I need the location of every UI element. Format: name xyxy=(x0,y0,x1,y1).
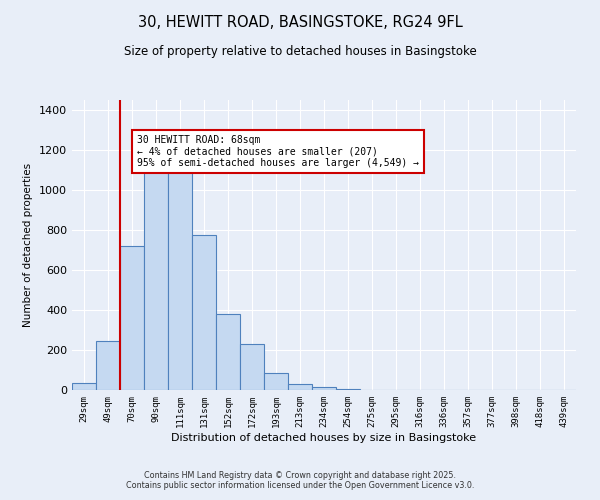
Bar xyxy=(168,164,192,390)
Bar xyxy=(240,344,264,390)
Text: 30 HEWITT ROAD: 68sqm
← 4% of detached houses are smaller (207)
95% of semi-deta: 30 HEWITT ROAD: 68sqm ← 4% of detached h… xyxy=(137,135,419,168)
Bar xyxy=(264,373,288,390)
Text: Size of property relative to detached houses in Basingstoke: Size of property relative to detached ho… xyxy=(124,45,476,58)
Bar xyxy=(120,246,144,390)
Bar xyxy=(96,341,120,390)
Text: 30, HEWITT ROAD, BASINGSTOKE, RG24 9FL: 30, HEWITT ROAD, BASINGSTOKE, RG24 9FL xyxy=(137,15,463,30)
Bar xyxy=(312,387,336,390)
Bar xyxy=(144,166,168,390)
Bar xyxy=(216,314,240,390)
Text: Contains HM Land Registry data © Crown copyright and database right 2025.
Contai: Contains HM Land Registry data © Crown c… xyxy=(126,470,474,490)
Bar xyxy=(336,389,360,390)
Bar xyxy=(288,384,312,390)
Y-axis label: Number of detached properties: Number of detached properties xyxy=(23,163,34,327)
Bar xyxy=(192,235,216,390)
Bar xyxy=(72,383,96,390)
X-axis label: Distribution of detached houses by size in Basingstoke: Distribution of detached houses by size … xyxy=(172,432,476,442)
